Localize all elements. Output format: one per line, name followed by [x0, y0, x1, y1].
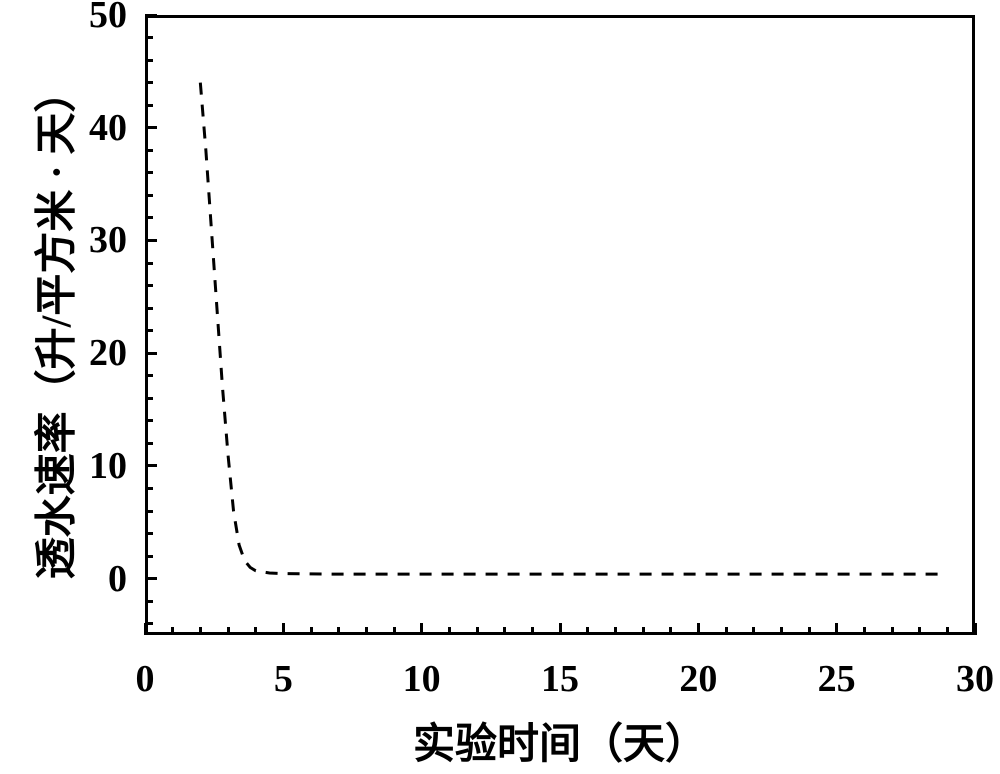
x-tick — [503, 627, 506, 635]
y-tick — [145, 510, 153, 513]
x-tick — [752, 627, 755, 635]
x-tick-label: 0 — [136, 657, 155, 701]
y-tick — [145, 577, 157, 580]
y-tick — [145, 419, 153, 422]
x-tick — [808, 627, 811, 635]
y-tick — [145, 622, 153, 625]
y-tick-label: 50 — [89, 0, 127, 37]
y-tick — [145, 216, 153, 219]
line-series — [145, 15, 975, 635]
x-tick — [227, 627, 230, 635]
x-tick — [254, 627, 257, 635]
x-tick — [476, 627, 479, 635]
x-tick — [531, 627, 534, 635]
x-tick — [946, 627, 949, 635]
y-tick — [145, 555, 153, 558]
y-tick — [145, 600, 153, 603]
y-tick-label: 20 — [89, 331, 127, 375]
y-tick — [145, 59, 153, 62]
x-tick — [614, 627, 617, 635]
x-tick — [918, 627, 921, 635]
x-tick-label: 30 — [956, 657, 994, 701]
x-tick — [337, 627, 340, 635]
y-tick — [145, 126, 157, 129]
data-line — [200, 83, 947, 574]
y-tick — [145, 262, 153, 265]
x-tick — [448, 627, 451, 635]
x-tick — [891, 627, 894, 635]
y-tick-label: 0 — [108, 557, 127, 601]
x-tick — [171, 627, 174, 635]
x-tick-label: 20 — [679, 657, 717, 701]
x-tick — [365, 627, 368, 635]
y-tick — [145, 352, 157, 355]
y-tick — [145, 14, 157, 17]
y-tick — [145, 307, 153, 310]
x-tick — [420, 623, 423, 635]
y-tick — [145, 487, 153, 490]
x-tick — [559, 623, 562, 635]
y-tick — [145, 442, 153, 445]
figure: 实验时间（天） 透水速率（升/平方米 · 天） 0 5 10 15 20 25 30 0 10 2… — [0, 0, 1000, 774]
x-tick — [697, 623, 700, 635]
x-tick — [310, 627, 313, 635]
x-tick-label: 15 — [541, 657, 579, 701]
y-tick-label: 40 — [89, 106, 127, 150]
x-tick-label: 5 — [274, 657, 293, 701]
y-tick — [145, 239, 157, 242]
y-tick — [145, 284, 153, 287]
x-tick-label: 10 — [403, 657, 441, 701]
x-axis-label: 实验时间（天） — [413, 710, 707, 771]
x-tick — [282, 623, 285, 635]
y-tick-label: 30 — [89, 218, 127, 262]
y-tick — [145, 81, 153, 84]
x-tick — [780, 627, 783, 635]
y-tick — [145, 532, 153, 535]
x-tick — [393, 627, 396, 635]
y-tick — [145, 397, 153, 400]
y-tick — [145, 149, 153, 152]
y-tick — [145, 194, 153, 197]
y-tick — [145, 36, 153, 39]
x-tick — [974, 623, 977, 635]
y-tick-label: 10 — [89, 444, 127, 488]
x-tick — [642, 627, 645, 635]
x-tick — [669, 627, 672, 635]
y-tick — [145, 374, 153, 377]
y-tick — [145, 329, 153, 332]
x-tick — [725, 627, 728, 635]
x-tick — [199, 627, 202, 635]
x-tick — [586, 627, 589, 635]
y-axis-label: 透水速率（升/平方米 · 天） — [23, 71, 84, 580]
y-tick — [145, 464, 157, 467]
x-tick — [835, 623, 838, 635]
y-tick — [145, 171, 153, 174]
x-tick — [863, 627, 866, 635]
x-tick-label: 25 — [818, 657, 856, 701]
plot-area — [145, 15, 975, 635]
y-tick — [145, 104, 153, 107]
